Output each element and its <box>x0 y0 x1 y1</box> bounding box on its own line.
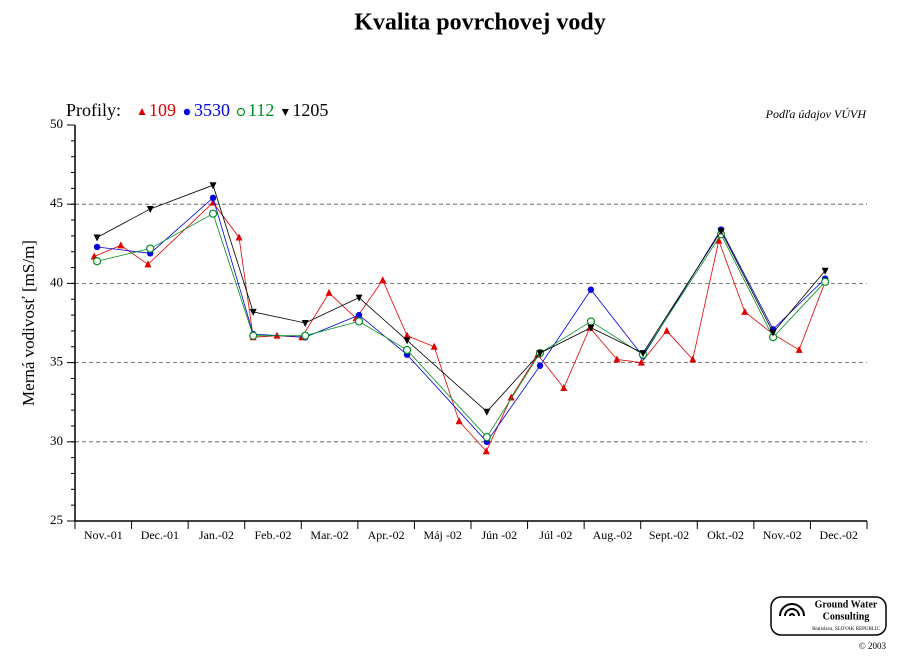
legend-marker <box>236 107 246 117</box>
y-tick-label: 50 <box>50 116 63 131</box>
legend-label: 112 <box>248 100 274 120</box>
x-tick-label: Feb.-02 <box>255 528 292 542</box>
series-line <box>96 213 826 438</box>
point <box>403 331 411 339</box>
x-tick-label: Dec.-02 <box>820 528 858 542</box>
point <box>482 432 491 442</box>
logo-name: Ground Water <box>815 599 878 610</box>
point <box>301 331 310 340</box>
x-tick-label: Jún -02 <box>481 528 517 542</box>
chart-title: Kvalita povrchovej vody <box>354 10 606 36</box>
y-tick-label: 45 <box>50 195 63 210</box>
point <box>560 383 568 391</box>
x-tick-label: Aug.-02 <box>593 528 633 542</box>
legend-title: Profily: <box>66 100 121 120</box>
legend-label: 109 <box>149 100 176 120</box>
x-tick-label: Nov.-02 <box>763 528 802 542</box>
y-tick-label: 30 <box>50 433 63 448</box>
point <box>355 311 363 319</box>
point <box>325 288 333 296</box>
series-line <box>96 184 826 413</box>
point <box>430 342 438 350</box>
x-tick-label: Dec.-01 <box>141 528 179 542</box>
x-tick-label: Júl -02 <box>539 528 572 542</box>
y-axis-label: Merná vodivosť [mS/m] <box>19 240 38 406</box>
logo: Ground Water Consulting Bratislava, SLOV… <box>770 596 887 651</box>
point <box>689 355 697 363</box>
y-tick-label: 25 <box>50 512 63 527</box>
point <box>455 417 463 425</box>
point <box>93 243 101 251</box>
point <box>146 205 154 213</box>
logo-name2: Consulting <box>823 611 870 622</box>
logo-place: Bratislava, SLOVAK REPUBLIC <box>812 627 880 632</box>
point <box>536 362 544 369</box>
legend-label: 3530 <box>194 100 230 120</box>
point <box>117 241 125 249</box>
point <box>93 234 101 242</box>
legend-marker <box>281 109 289 116</box>
y-tick-label: 40 <box>50 274 63 289</box>
point <box>507 393 515 401</box>
x-tick-label: Sept.-02 <box>649 528 689 542</box>
point <box>208 209 218 218</box>
series-line <box>97 197 826 443</box>
point <box>403 337 411 345</box>
point <box>637 358 645 366</box>
x-tick-label: Nov.-01 <box>84 528 123 542</box>
legend-marker <box>183 108 191 116</box>
point <box>821 267 829 275</box>
legend-marker <box>138 108 146 115</box>
point <box>355 294 363 302</box>
point <box>795 345 803 353</box>
point <box>146 244 155 253</box>
point <box>613 355 621 363</box>
point <box>715 236 723 244</box>
point <box>249 331 258 340</box>
point <box>717 228 725 236</box>
logo-icon <box>779 603 805 617</box>
note: Podľa údajov VÚVH <box>765 107 868 121</box>
point <box>587 286 595 293</box>
point <box>209 194 217 202</box>
x-tick-label: Máj -02 <box>424 528 462 542</box>
point <box>586 317 596 326</box>
point <box>92 257 102 266</box>
point <box>536 350 544 358</box>
point <box>587 324 595 332</box>
legend-label: 1205 <box>292 100 328 120</box>
copyright: © 2003 <box>859 641 887 651</box>
x-tick-label: Apr.-02 <box>368 528 405 542</box>
point <box>144 260 152 268</box>
point <box>741 307 749 315</box>
series-line <box>94 202 826 453</box>
x-tick-label: Okt.-02 <box>707 528 744 542</box>
logo-frame <box>770 596 887 636</box>
point <box>639 350 647 358</box>
y-tick-label: 35 <box>50 354 63 369</box>
point <box>483 408 491 416</box>
point <box>821 277 830 286</box>
x-tick-label: Jan.-02 <box>199 528 234 542</box>
point <box>235 233 243 241</box>
point <box>663 326 671 334</box>
point <box>354 317 364 326</box>
point <box>209 182 217 190</box>
x-tick-label: Mar.-02 <box>310 528 348 542</box>
point <box>379 276 387 284</box>
point <box>482 447 490 455</box>
point <box>769 329 777 337</box>
point <box>249 308 257 316</box>
point <box>301 320 309 327</box>
point <box>402 345 412 355</box>
